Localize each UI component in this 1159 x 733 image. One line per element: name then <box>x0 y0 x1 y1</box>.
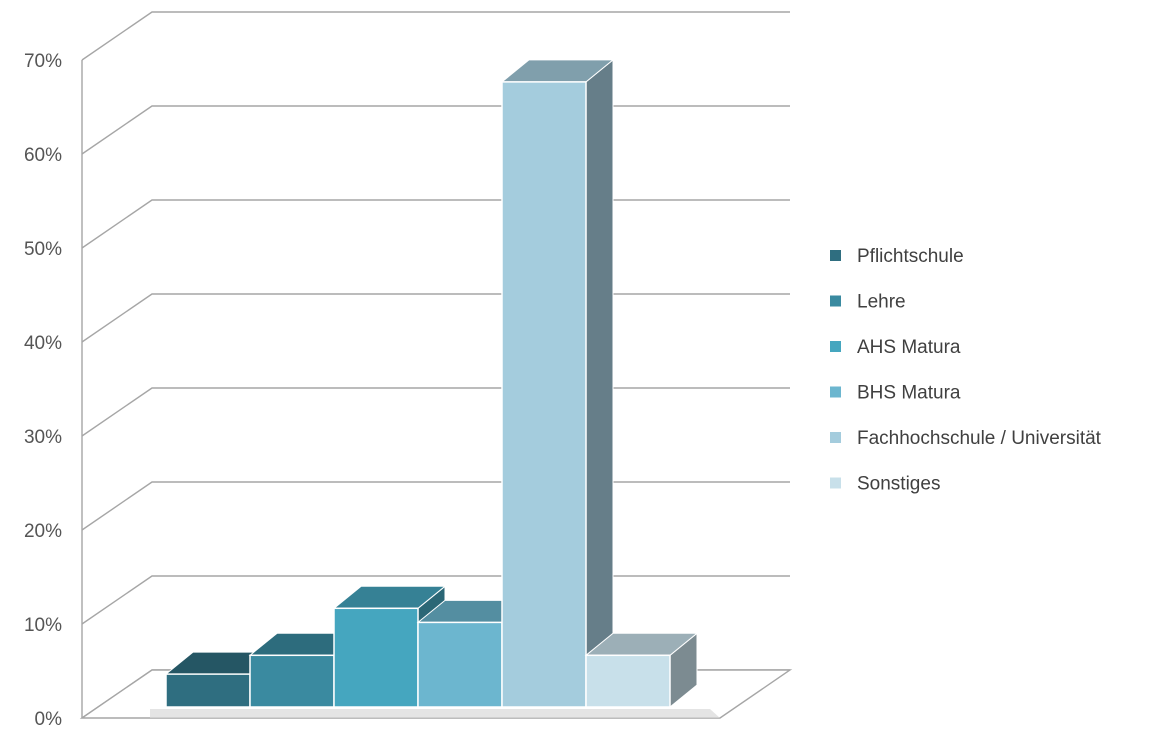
gridline <box>81 481 790 531</box>
bars <box>164 58 699 709</box>
y-tick-label: 70% <box>24 51 62 72</box>
bar-front <box>417 621 503 708</box>
y-axis: 0% 10% 20% 30% 40% 50% 60% 70% <box>24 51 62 730</box>
legend: Pflichtschule Lehre AHS Matura BHS Matura Fa… <box>830 246 1102 495</box>
legend-swatch <box>830 295 841 307</box>
bar-front <box>501 81 587 708</box>
legend-entry: Pflichtschule <box>830 246 964 267</box>
legend-entry: BHS Matura <box>830 383 961 404</box>
floor-shadow <box>150 709 720 718</box>
gridline <box>81 293 790 343</box>
gridline <box>81 387 790 437</box>
legend-label: BHS Matura <box>857 383 961 404</box>
gridline <box>81 199 790 249</box>
gridline <box>81 11 790 61</box>
y-tick-label: 20% <box>24 521 62 542</box>
legend-swatch <box>830 477 841 489</box>
bar-front <box>585 654 671 708</box>
y-tick-label: 10% <box>24 615 62 636</box>
legend-swatch <box>830 386 841 398</box>
y-tick-label: 0% <box>35 709 63 730</box>
legend-entry: Fachhochschule / Universität <box>830 428 1102 449</box>
legend-entry: Lehre <box>830 292 906 313</box>
legend-swatch <box>830 432 841 443</box>
gridline <box>81 105 790 155</box>
bar <box>500 58 615 709</box>
bar-front <box>165 673 251 708</box>
legend-label: Lehre <box>857 292 906 313</box>
y-tick-label: 60% <box>24 145 62 166</box>
legend-label: AHS Matura <box>857 337 961 358</box>
legend-label: Pflichtschule <box>857 246 964 267</box>
bar <box>584 632 699 709</box>
legend-entry: AHS Matura <box>830 337 961 358</box>
legend-label: Sonstiges <box>857 474 940 495</box>
y-tick-label: 30% <box>24 427 62 448</box>
bar-front <box>333 607 419 708</box>
bar-front <box>249 654 335 708</box>
y-tick-label: 40% <box>24 333 62 354</box>
y-tick-label: 50% <box>24 239 62 260</box>
legend-swatch <box>830 341 841 352</box>
legend-entry: Sonstiges <box>830 474 940 495</box>
legend-label: Fachhochschule / Universität <box>857 428 1102 449</box>
bar-side <box>585 58 614 709</box>
legend-swatch <box>830 250 841 261</box>
